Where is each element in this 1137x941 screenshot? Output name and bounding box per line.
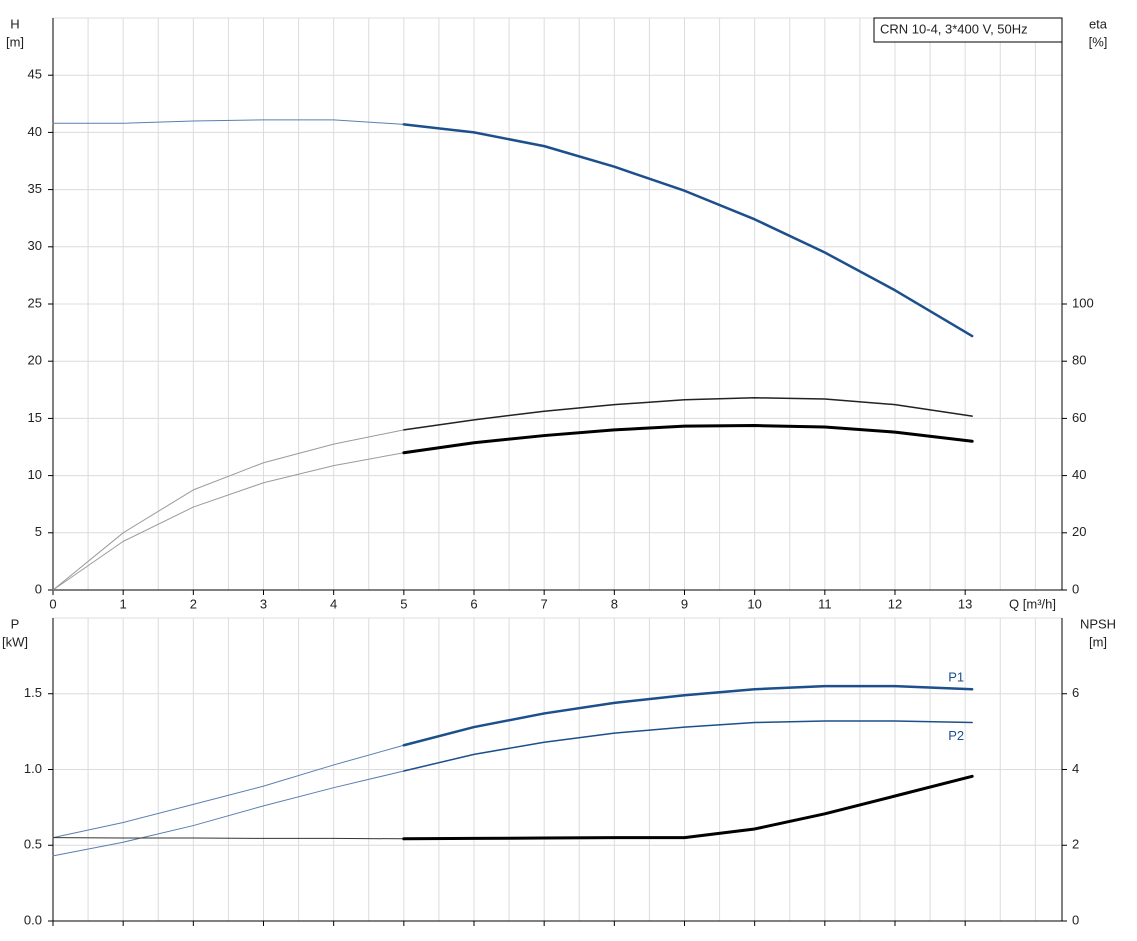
curve (52, 837, 405, 840)
x-tick-label: 0 (49, 596, 56, 611)
curve (52, 770, 405, 857)
x-tick-label: 1 (120, 596, 127, 611)
y-tick-label: 40 (28, 124, 42, 139)
x-tick-label: 4 (330, 596, 337, 611)
curve (52, 119, 405, 125)
x-tick-label: 10 (747, 596, 761, 611)
y-tick-label: 0.5 (24, 837, 42, 852)
y2-tick-label: 4 (1072, 761, 1079, 776)
curve (402, 424, 974, 455)
y-tick-label: 35 (28, 181, 42, 196)
x-tick-label: 5 (400, 596, 407, 611)
y2-tick-label: 100 (1072, 295, 1094, 310)
y2-tick-label: 2 (1072, 837, 1079, 852)
curve (403, 720, 973, 772)
x-axis-label: Q [m³/h] (1009, 596, 1056, 611)
curve (402, 123, 974, 338)
curve (52, 744, 405, 839)
x-tick-label: 8 (611, 596, 618, 611)
y2-tick-label: 0 (1072, 912, 1079, 927)
y-tick-label: 0 (35, 581, 42, 596)
chart-title: CRN 10-4, 3*400 V, 50Hz (880, 21, 1028, 36)
y-tick-label: 1.5 (24, 685, 42, 700)
x-tick-label: 6 (470, 596, 477, 611)
y-tick-label: 15 (28, 410, 42, 425)
x-tick-label: 7 (541, 596, 548, 611)
curve (402, 684, 974, 747)
curve-label: P1 (948, 670, 964, 685)
y2-tick-label: 6 (1072, 685, 1079, 700)
curve (402, 774, 974, 841)
y-axis-unit: [kW] (2, 634, 28, 649)
y-tick-label: 10 (28, 467, 42, 482)
y2-axis-label: eta (1089, 16, 1108, 31)
x-tick-label: 13 (958, 596, 972, 611)
y2-tick-label: 20 (1072, 524, 1086, 539)
curve-label: P2 (948, 728, 964, 743)
y-tick-label: 45 (28, 67, 42, 82)
y2-tick-label: 0 (1072, 581, 1079, 596)
y2-tick-label: 40 (1072, 467, 1086, 482)
y-tick-label: 5 (35, 524, 42, 539)
title-box (873, 17, 1063, 43)
y-axis-label: H (10, 16, 19, 31)
x-tick-label: 12 (888, 596, 902, 611)
x-tick-label: 2 (190, 596, 197, 611)
y2-tick-label: 60 (1072, 410, 1086, 425)
y-tick-label: 25 (28, 295, 42, 310)
curve (403, 397, 973, 431)
curve (52, 452, 405, 591)
y-tick-label: 1.0 (24, 761, 42, 776)
y2-tick-label: 80 (1072, 353, 1086, 368)
x-tick-label: 9 (681, 596, 688, 611)
y2-axis-unit: [m] (1089, 634, 1107, 649)
y-axis-label: P (11, 616, 20, 631)
y-axis-unit: [m] (6, 34, 24, 49)
y2-axis-unit: [%] (1089, 34, 1108, 49)
curve (52, 429, 405, 591)
y-tick-label: 30 (28, 238, 42, 253)
y2-axis-label: NPSH (1080, 616, 1116, 631)
x-tick-label: 3 (260, 596, 267, 611)
y-tick-label: 20 (28, 353, 42, 368)
x-tick-label: 11 (818, 596, 832, 611)
y-tick-label: 0.0 (24, 912, 42, 927)
